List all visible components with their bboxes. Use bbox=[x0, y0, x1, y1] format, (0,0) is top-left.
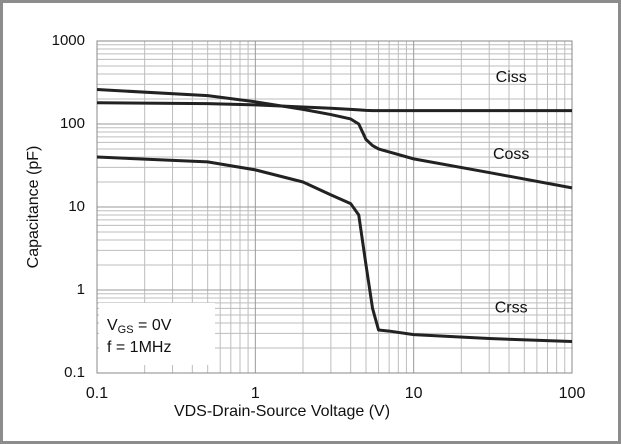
y-tick-label: 10 bbox=[68, 198, 85, 215]
y-tick-label: 0.1 bbox=[64, 364, 85, 381]
series-label: Crss bbox=[495, 300, 528, 317]
condition-part: GS bbox=[118, 324, 134, 336]
series-label: Ciss bbox=[496, 69, 527, 86]
x-axis-label: VDS-Drain-Source Voltage (V) bbox=[174, 403, 390, 420]
series-line bbox=[96, 155, 573, 343]
y-axis-label: Capacitance (pF) bbox=[25, 146, 42, 269]
x-tick-label: 1 bbox=[251, 385, 260, 402]
series-line bbox=[96, 101, 572, 113]
condition-part: V bbox=[107, 317, 118, 334]
x-tick-label: 100 bbox=[559, 385, 586, 402]
series-label: Coss bbox=[493, 146, 529, 163]
y-tick-label: 1000 bbox=[52, 32, 85, 49]
x-tick-label: 0.1 bbox=[86, 385, 108, 402]
x-tick-label: 10 bbox=[405, 385, 423, 402]
condition-part: = 0V bbox=[134, 317, 172, 334]
conditions-box bbox=[99, 303, 215, 365]
y-tick-label: 1 bbox=[77, 281, 85, 298]
condition-text: VGS = 0V bbox=[107, 317, 172, 336]
condition-text: f = 1MHz bbox=[107, 339, 171, 356]
series-line bbox=[96, 88, 573, 190]
plot-border bbox=[96, 40, 573, 374]
y-tick-label: 100 bbox=[60, 115, 85, 132]
condition-part: f = 1MHz bbox=[107, 339, 171, 356]
